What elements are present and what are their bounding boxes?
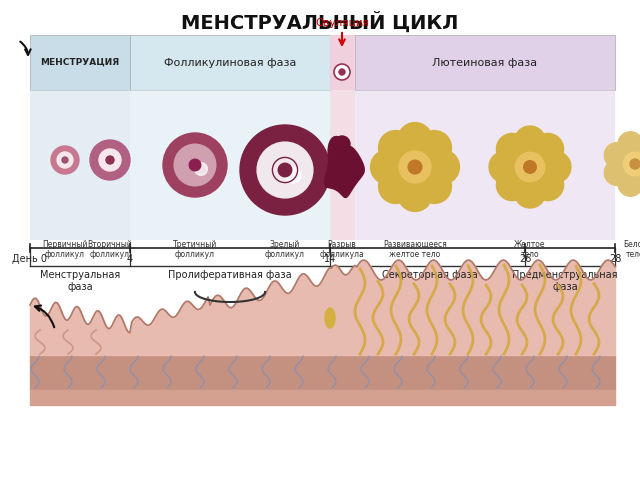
FancyBboxPatch shape — [330, 90, 355, 240]
Circle shape — [62, 157, 68, 163]
Circle shape — [417, 169, 451, 204]
Text: Первичный
фолликул: Первичный фолликул — [42, 240, 88, 259]
Circle shape — [532, 133, 564, 165]
Text: Лютеиновая фаза: Лютеиновая фаза — [433, 58, 538, 68]
Polygon shape — [324, 136, 364, 197]
Text: Секреторная фаза: Секреторная фаза — [382, 270, 478, 280]
Circle shape — [399, 151, 431, 183]
Circle shape — [635, 136, 640, 161]
Circle shape — [378, 131, 413, 165]
Circle shape — [497, 133, 528, 165]
Circle shape — [604, 143, 629, 168]
FancyBboxPatch shape — [130, 35, 330, 90]
FancyBboxPatch shape — [30, 90, 130, 240]
Text: 26: 26 — [519, 254, 531, 264]
Text: 14: 14 — [324, 254, 336, 264]
Text: 28: 28 — [609, 254, 621, 264]
Circle shape — [51, 146, 79, 174]
Circle shape — [635, 167, 640, 192]
Circle shape — [378, 169, 413, 204]
Circle shape — [57, 152, 73, 168]
Circle shape — [532, 169, 564, 201]
Circle shape — [425, 150, 460, 184]
Text: Вторичный
фолликул: Вторичный фолликул — [88, 240, 132, 259]
Circle shape — [524, 161, 536, 173]
Circle shape — [163, 133, 227, 197]
Circle shape — [106, 156, 114, 164]
Circle shape — [398, 122, 432, 157]
Circle shape — [339, 69, 345, 75]
Text: Развивающееся
желтое тело: Развивающееся желтое тело — [383, 240, 447, 259]
Text: Третичный
фолликул: Третичный фолликул — [173, 240, 217, 259]
FancyBboxPatch shape — [130, 90, 330, 240]
FancyBboxPatch shape — [330, 35, 355, 90]
Circle shape — [417, 131, 451, 165]
Text: МЕНСТРУАЦИЯ: МЕНСТРУАЦИЯ — [40, 58, 120, 67]
Text: Предменструальная
фаза: Предменструальная фаза — [512, 270, 618, 291]
Circle shape — [497, 169, 528, 201]
Circle shape — [371, 150, 404, 184]
Circle shape — [398, 177, 432, 212]
Text: МЕНСТРУАЛЬНЫЙ ЦИКЛ: МЕНСТРУАЛЬНЫЙ ЦИКЛ — [181, 12, 459, 33]
Circle shape — [257, 142, 313, 198]
Text: Зрелый
фолликул: Зрелый фолликул — [265, 240, 305, 259]
FancyBboxPatch shape — [355, 90, 615, 240]
Text: Овуляция: Овуляция — [315, 18, 369, 28]
Circle shape — [90, 140, 130, 180]
Text: Фолликулиновая фаза: Фолликулиновая фаза — [164, 58, 296, 68]
Circle shape — [285, 167, 301, 183]
Circle shape — [489, 151, 520, 183]
FancyArrowPatch shape — [35, 305, 54, 327]
Circle shape — [604, 160, 629, 185]
Text: 4: 4 — [127, 254, 133, 264]
Circle shape — [334, 136, 350, 152]
Text: Желтое
тело: Желтое тело — [515, 240, 546, 259]
Text: Белое
тело: Белое тело — [623, 240, 640, 259]
Circle shape — [623, 152, 640, 176]
Circle shape — [515, 177, 546, 208]
Circle shape — [278, 163, 292, 177]
Circle shape — [540, 151, 571, 183]
Circle shape — [334, 64, 350, 80]
Circle shape — [189, 159, 201, 171]
Circle shape — [99, 149, 121, 171]
FancyBboxPatch shape — [30, 35, 130, 90]
Text: День 0: День 0 — [13, 254, 47, 264]
Circle shape — [195, 163, 207, 175]
Circle shape — [630, 159, 640, 169]
Circle shape — [515, 126, 546, 157]
Circle shape — [240, 125, 330, 215]
Circle shape — [408, 160, 422, 174]
Circle shape — [515, 152, 545, 182]
Circle shape — [618, 171, 640, 196]
FancyArrowPatch shape — [20, 42, 31, 55]
Circle shape — [618, 132, 640, 157]
Text: Разрыв
фолликула: Разрыв фолликула — [319, 240, 364, 259]
Ellipse shape — [325, 308, 335, 328]
FancyBboxPatch shape — [355, 35, 615, 90]
Text: Менструальная
фаза: Менструальная фаза — [40, 270, 120, 291]
Text: Пролиферативная фаза: Пролиферативная фаза — [168, 270, 292, 280]
Circle shape — [174, 144, 216, 186]
